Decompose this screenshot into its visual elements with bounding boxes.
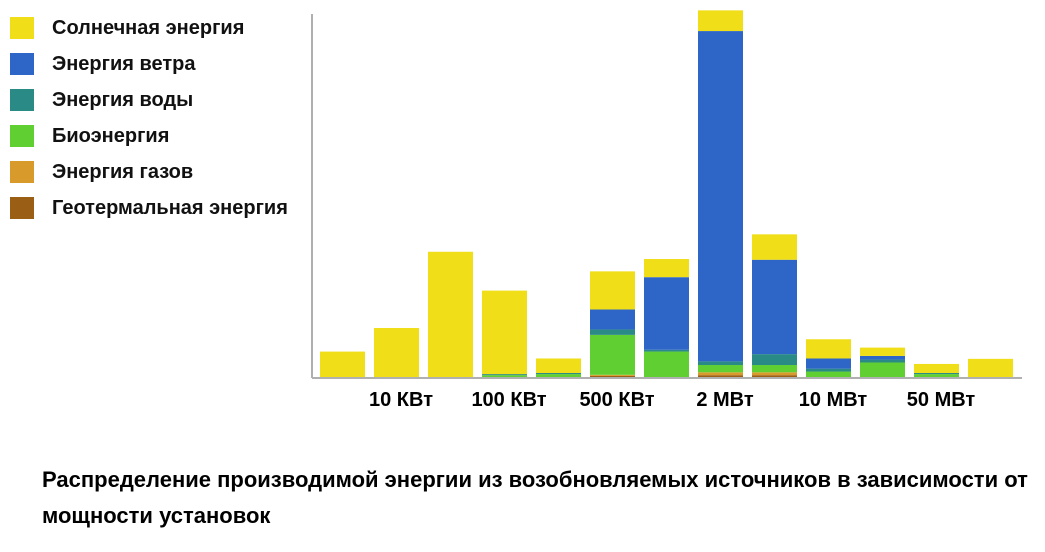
bar-segment xyxy=(374,327,419,377)
bar-segment xyxy=(806,358,851,369)
legend-item: Энергия ветра xyxy=(10,50,300,86)
bar-segment xyxy=(644,349,689,352)
bar-segment xyxy=(860,347,905,356)
legend-label: Энергия воды xyxy=(52,89,194,111)
bar-segment xyxy=(752,375,797,377)
legend-swatch xyxy=(10,161,34,183)
bar-segment xyxy=(968,358,1013,377)
bar-segment xyxy=(914,363,959,374)
bar-segment xyxy=(590,374,635,376)
bars-group xyxy=(320,10,1013,377)
bar-segment xyxy=(806,368,851,372)
legend-label: Энергия газов xyxy=(52,161,194,183)
bar-segment xyxy=(482,374,527,376)
legend-item: Биоэнергия xyxy=(10,122,300,158)
legend-label: Солнечная энергия xyxy=(52,17,245,39)
legend-swatch xyxy=(10,197,34,219)
bar-segment xyxy=(590,375,635,377)
legend-label: Биоэнергия xyxy=(52,125,170,147)
bar-segment xyxy=(698,372,743,376)
bar-segment xyxy=(806,371,851,377)
bar-segment xyxy=(482,375,527,377)
bar-segment xyxy=(860,355,905,360)
x-tick-label: 10 КВт xyxy=(369,389,433,411)
bar-segment xyxy=(698,375,743,377)
bar-segment xyxy=(590,309,635,330)
bar-segment xyxy=(644,351,689,377)
bar-segment xyxy=(698,10,743,32)
legend-label: Энергия ветра xyxy=(52,53,196,75)
chart-title: Распределение производимой энергии из во… xyxy=(42,467,1028,528)
bar-segment xyxy=(698,365,743,373)
legend-item: Солнечная энергия xyxy=(10,14,300,50)
bar-segment xyxy=(644,259,689,278)
bar-segment xyxy=(590,329,635,335)
legend-swatch xyxy=(10,89,34,111)
bar-segment xyxy=(698,31,743,362)
bar-segment xyxy=(536,373,581,375)
legend-swatch xyxy=(10,53,34,75)
bar-segment xyxy=(644,277,689,350)
bar-segment xyxy=(590,334,635,375)
bar-segment xyxy=(752,259,797,355)
bar-segment xyxy=(428,251,473,377)
x-tick-label: 10 МВт xyxy=(799,389,868,411)
legend-item: Энергия воды xyxy=(10,86,300,122)
bar-segment xyxy=(590,271,635,310)
bar-segment xyxy=(860,359,905,363)
x-tick-label: 100 КВт xyxy=(471,389,546,411)
bar-segment xyxy=(752,234,797,260)
bar-segment xyxy=(536,374,581,377)
bar-segment xyxy=(914,374,959,377)
x-tick-label: 2 МВт xyxy=(696,389,754,411)
bar-segment xyxy=(752,365,797,373)
x-tick-label: 50 МВт xyxy=(907,389,976,411)
bar-segment xyxy=(536,358,581,374)
x-tick-labels: 10 КВт 100 КВт 500 КВт 2 МВт 10 МВт 50 МВт xyxy=(369,389,975,411)
legend-item: Геотермальная энергия xyxy=(10,194,300,254)
bar-segment xyxy=(698,361,743,366)
bar-segment xyxy=(860,362,905,377)
bar-segment xyxy=(752,354,797,366)
bar-segment xyxy=(914,373,959,375)
legend-label: Геотермальная энергия xyxy=(52,197,288,219)
bar-segment xyxy=(752,372,797,376)
x-tick-label: 500 КВт xyxy=(579,389,654,411)
chart-legend: Солнечная энергия Энергия ветра Энергия во… xyxy=(10,14,300,254)
bar-segment xyxy=(320,351,365,377)
legend-swatch xyxy=(10,125,34,147)
bar-segment xyxy=(806,339,851,359)
legend-item: Энергия газов xyxy=(10,158,300,194)
legend-swatch xyxy=(10,17,34,39)
bar-segment xyxy=(482,290,527,375)
